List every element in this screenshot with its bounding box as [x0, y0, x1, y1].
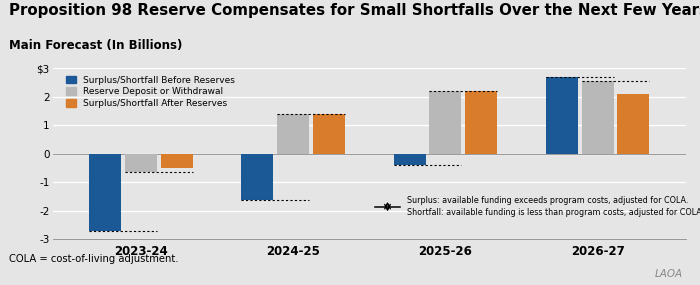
Legend: Surplus/Shortfall Before Reserves, Reserve Deposit or Withdrawal, Surplus/Shortf: Surplus/Shortfall Before Reserves, Reser… — [63, 73, 238, 111]
Bar — [277, 114, 309, 154]
Bar — [160, 154, 193, 168]
Bar — [466, 91, 497, 154]
Bar — [313, 114, 345, 154]
Text: Surplus: available funding exceeds program costs, adjusted for COLA.: Surplus: available funding exceeds progr… — [407, 196, 689, 205]
Text: COLA = cost-of-living adjustment.: COLA = cost-of-living adjustment. — [9, 254, 178, 264]
Text: Proposition 98 Reserve Compensates for Small Shortfalls Over the Next Few Years: Proposition 98 Reserve Compensates for S… — [9, 3, 700, 18]
Text: Shortfall: available funding is less than program costs, adjusted for COLA.: Shortfall: available funding is less tha… — [407, 208, 700, 217]
Bar — [546, 77, 578, 154]
Bar — [582, 81, 614, 154]
Bar — [429, 91, 461, 154]
Bar — [393, 154, 426, 165]
Bar — [617, 94, 650, 154]
Bar — [89, 154, 121, 231]
Bar — [241, 154, 273, 200]
Text: LAOA: LAOA — [654, 269, 682, 279]
Bar — [125, 154, 157, 172]
Text: Main Forecast (In Billions): Main Forecast (In Billions) — [9, 39, 183, 52]
